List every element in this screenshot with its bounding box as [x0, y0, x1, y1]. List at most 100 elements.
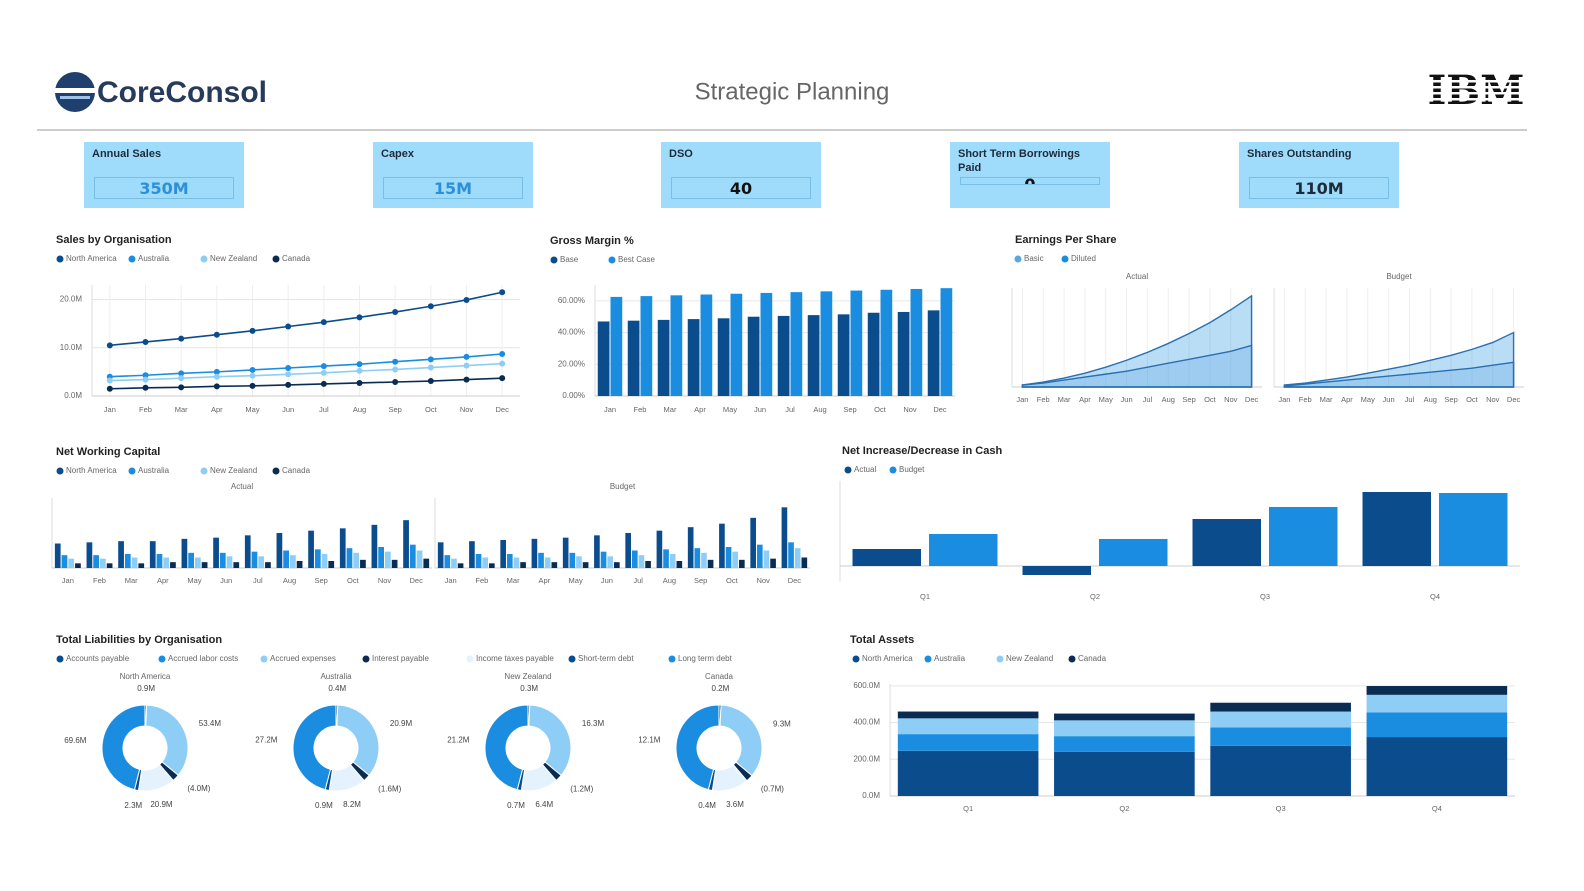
- data-point: [499, 289, 506, 296]
- kpi-value: 0: [960, 177, 1100, 185]
- legend-label: Basic: [1024, 254, 1044, 263]
- bar: [627, 320, 640, 396]
- bar: [328, 561, 335, 568]
- data-label: 69.6M: [64, 736, 87, 745]
- data-label: 0.2M: [712, 684, 730, 693]
- stacked-bar: [1366, 694, 1508, 713]
- data-point: [285, 323, 292, 330]
- legend-swatch: [852, 655, 860, 663]
- bar: [219, 552, 226, 568]
- donut-title: Canada: [705, 672, 734, 681]
- data-point: [356, 367, 363, 374]
- kpi-card: Capex 15M: [373, 142, 533, 208]
- x-tick-label: Feb: [475, 576, 488, 585]
- bar: [265, 562, 271, 568]
- x-tick-label: Q1: [963, 804, 973, 813]
- stacked-bar: [897, 734, 1039, 751]
- legend-label: Short-term debt: [578, 654, 634, 663]
- bar: [378, 547, 384, 568]
- y-tick-label: 0.0M: [862, 791, 880, 800]
- series-line: [109, 291, 503, 347]
- kpi-value: 40: [671, 177, 811, 199]
- bar: [213, 537, 219, 568]
- bar: [657, 319, 670, 396]
- bar: [867, 312, 880, 396]
- ibm-logo-stripes: [1430, 80, 1522, 107]
- kpi-label: Short Term Borrowings Paid: [958, 148, 1081, 174]
- data-label: 27.2M: [255, 736, 278, 745]
- kpi-card: Short Term Borrowings Paid 0: [950, 142, 1110, 208]
- x-tick-label: Oct: [726, 576, 739, 585]
- x-tick-label: May: [245, 405, 259, 414]
- data-label: 0.9M: [137, 684, 155, 693]
- bar: [1269, 507, 1338, 566]
- bar: [409, 544, 416, 568]
- bar: [597, 321, 610, 396]
- bar: [482, 557, 489, 568]
- data-label: 53.4M: [199, 719, 222, 728]
- bar: [475, 554, 482, 568]
- legend-swatch: [996, 655, 1004, 663]
- bar: [640, 296, 653, 396]
- bar: [416, 550, 423, 568]
- legend-label: New Zealand: [1006, 654, 1053, 663]
- data-point: [178, 335, 185, 342]
- series-line: [109, 353, 503, 378]
- bar: [850, 290, 863, 396]
- data-point: [392, 379, 399, 386]
- donut-slice: [484, 704, 529, 791]
- data-label: 0.3M: [520, 684, 538, 693]
- legend-swatch: [550, 256, 558, 264]
- x-tick-label: Dec: [788, 576, 802, 585]
- data-label: 0.9M: [315, 801, 333, 810]
- kpi-card: Shares Outstanding 110M: [1239, 142, 1399, 208]
- data-point: [463, 362, 470, 369]
- x-tick-label: Dec: [409, 576, 423, 585]
- x-tick-label: Oct: [347, 576, 360, 585]
- x-tick-label: Jan: [1278, 395, 1290, 404]
- x-tick-label: Jun: [601, 576, 613, 585]
- bar: [614, 562, 620, 568]
- x-tick-label: Aug: [1424, 395, 1437, 404]
- kpi-value: 110M: [1249, 177, 1389, 199]
- data-point: [285, 381, 292, 388]
- legend-swatch: [1061, 255, 1069, 263]
- x-tick-label: Jun: [1383, 395, 1395, 404]
- chart-title: Sales by Organisation: [56, 234, 172, 246]
- data-point: [463, 376, 470, 383]
- bar: [423, 558, 430, 568]
- bar: [308, 530, 314, 568]
- data-point: [427, 364, 434, 371]
- bar: [852, 549, 921, 566]
- bar: [897, 311, 910, 396]
- legend-swatch: [272, 255, 280, 263]
- chart-title: Earnings Per Share: [1015, 234, 1117, 246]
- data-label: 20.9M: [390, 719, 413, 728]
- bar: [444, 555, 451, 568]
- x-tick-label: Jul: [1405, 395, 1415, 404]
- bar: [638, 555, 645, 568]
- bar: [457, 563, 464, 568]
- bar: [226, 556, 233, 568]
- bar: [794, 548, 801, 568]
- panel-title: Budget: [1386, 272, 1412, 281]
- data-point: [499, 351, 506, 358]
- data-label: (4.0M): [187, 784, 210, 793]
- legend-label: Base: [560, 255, 579, 264]
- bar: [391, 559, 398, 568]
- bar: [719, 523, 725, 568]
- legend-label: North America: [862, 654, 913, 663]
- x-tick-label: Sep: [694, 576, 707, 585]
- data-point: [320, 363, 327, 370]
- bar: [687, 527, 694, 568]
- data-point: [427, 378, 434, 385]
- data-label: 0.4M: [698, 801, 716, 810]
- stacked-bar: [1366, 712, 1508, 738]
- bar: [451, 558, 457, 568]
- x-tick-label: Q2: [1090, 592, 1100, 601]
- bar: [520, 562, 526, 568]
- bar: [582, 562, 589, 568]
- bar: [631, 550, 638, 568]
- data-point: [142, 376, 149, 383]
- x-tick-label: Mar: [175, 405, 188, 414]
